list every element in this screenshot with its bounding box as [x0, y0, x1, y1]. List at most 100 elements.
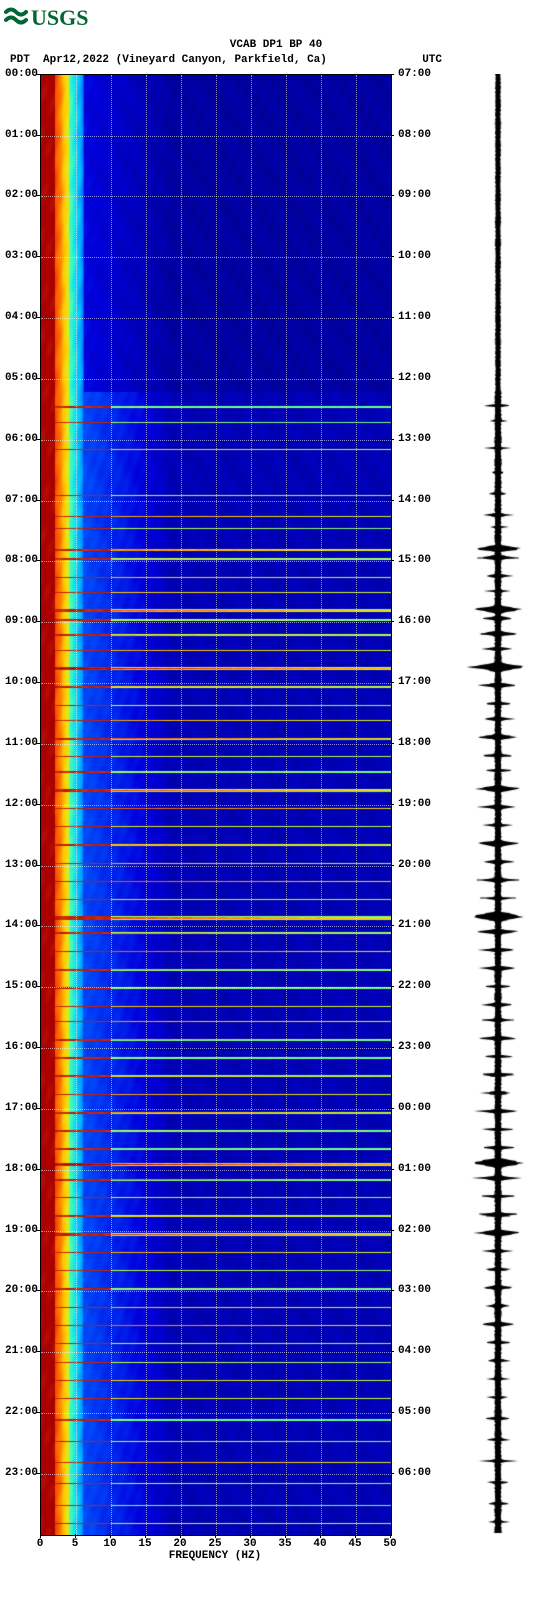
ytick-right: 07:00	[398, 68, 438, 80]
tick-mark	[36, 439, 40, 440]
ytick-right: 05:00	[398, 1406, 438, 1418]
grid-h	[41, 318, 391, 319]
ytick-left: 13:00	[0, 859, 38, 871]
tick-mark	[390, 1534, 391, 1538]
tick-mark	[215, 1534, 216, 1538]
ytick-right: 00:00	[398, 1102, 438, 1114]
tick-mark	[390, 986, 394, 987]
ytick-left: 05:00	[0, 372, 38, 384]
tick-mark	[390, 865, 394, 866]
ytick-right: 06:00	[398, 1467, 438, 1479]
tick-mark	[390, 560, 394, 561]
xtick: 45	[348, 1538, 361, 1550]
ytick-right: 19:00	[398, 798, 438, 810]
tick-mark	[390, 804, 394, 805]
ytick-left: 02:00	[0, 189, 38, 201]
tick-mark	[180, 1534, 181, 1538]
tick-mark	[36, 1473, 40, 1474]
ytick-right: 18:00	[398, 737, 438, 749]
tick-mark	[355, 1534, 356, 1538]
grid-h	[41, 379, 391, 380]
tick-mark	[390, 621, 394, 622]
ytick-left: 07:00	[0, 494, 38, 506]
ytick-right: 01:00	[398, 1163, 438, 1175]
seismogram-canvas	[458, 74, 538, 1534]
ytick-left: 06:00	[0, 433, 38, 445]
header-left: PDT Apr12,2022 (Vineyard Canyon, Parkfie…	[10, 53, 327, 68]
grid-h	[41, 1109, 391, 1110]
tick-mark	[390, 500, 394, 501]
ytick-right: 20:00	[398, 859, 438, 871]
plot-area: 00:00 01:00 02:00 03:00 04:00 05:00 06:00 07:00…	[0, 74, 552, 1564]
grid-h	[41, 196, 391, 197]
grid-h	[41, 926, 391, 927]
ytick-right: 12:00	[398, 372, 438, 384]
tick-mark	[390, 1290, 394, 1291]
ytick-left: 04:00	[0, 311, 38, 323]
ytick-left: 16:00	[0, 1041, 38, 1053]
ytick-left: 23:00	[0, 1467, 38, 1479]
ytick-left: 08:00	[0, 554, 38, 566]
xtick: 40	[313, 1538, 326, 1550]
tick-mark	[36, 500, 40, 501]
ytick-right: 09:00	[398, 189, 438, 201]
tick-mark	[36, 925, 40, 926]
tick-mark	[36, 1351, 40, 1352]
xtick: 25	[208, 1538, 221, 1550]
tick-mark	[390, 256, 394, 257]
xtick: 30	[243, 1538, 256, 1550]
tick-mark	[36, 682, 40, 683]
ytick-right: 11:00	[398, 311, 438, 323]
xtick: 20	[173, 1538, 186, 1550]
tick-mark	[36, 804, 40, 805]
tick-mark	[36, 378, 40, 379]
xtick: 15	[138, 1538, 151, 1550]
tick-mark	[320, 1534, 321, 1538]
tick-mark	[285, 1534, 286, 1538]
tick-mark	[390, 135, 394, 136]
tick-mark	[390, 743, 394, 744]
tick-mark	[36, 1230, 40, 1231]
chart-title: VCAB DP1 BP 40	[0, 38, 552, 53]
ytick-left: 00:00	[0, 68, 38, 80]
grid-h	[41, 1352, 391, 1353]
xtick: 50	[383, 1538, 396, 1550]
ytick-right: 16:00	[398, 615, 438, 627]
grid-h	[41, 866, 391, 867]
tick-mark	[390, 1473, 394, 1474]
grid-h	[41, 805, 391, 806]
tick-mark	[390, 925, 394, 926]
ytick-left: 11:00	[0, 737, 38, 749]
tick-mark	[40, 1534, 41, 1538]
logo-text: USGS	[31, 5, 88, 30]
ytick-left: 03:00	[0, 250, 38, 262]
tick-mark	[36, 1290, 40, 1291]
grid-h	[41, 561, 391, 562]
tick-mark	[390, 1047, 394, 1048]
tick-mark	[390, 1230, 394, 1231]
tick-mark	[390, 1108, 394, 1109]
header-location: (Vineyard Canyon, Parkfield, Ca)	[116, 54, 327, 66]
tick-mark	[390, 1412, 394, 1413]
ytick-left: 14:00	[0, 919, 38, 931]
ytick-left: 22:00	[0, 1406, 38, 1418]
tz-right: UTC	[422, 53, 442, 68]
tick-mark	[36, 1412, 40, 1413]
tick-mark	[36, 1169, 40, 1170]
tick-mark	[145, 1534, 146, 1538]
ytick-right: 13:00	[398, 433, 438, 445]
grid-h	[41, 744, 391, 745]
tick-mark	[36, 135, 40, 136]
tick-mark	[36, 195, 40, 196]
tick-mark	[36, 317, 40, 318]
tick-mark	[390, 682, 394, 683]
grid-h	[41, 1048, 391, 1049]
xtick: 0	[37, 1538, 44, 1550]
ytick-right: 15:00	[398, 554, 438, 566]
tick-mark	[250, 1534, 251, 1538]
tick-mark	[36, 1047, 40, 1048]
ytick-left: 21:00	[0, 1345, 38, 1357]
ytick-right: 21:00	[398, 919, 438, 931]
grid-h	[41, 440, 391, 441]
tick-mark	[390, 195, 394, 196]
